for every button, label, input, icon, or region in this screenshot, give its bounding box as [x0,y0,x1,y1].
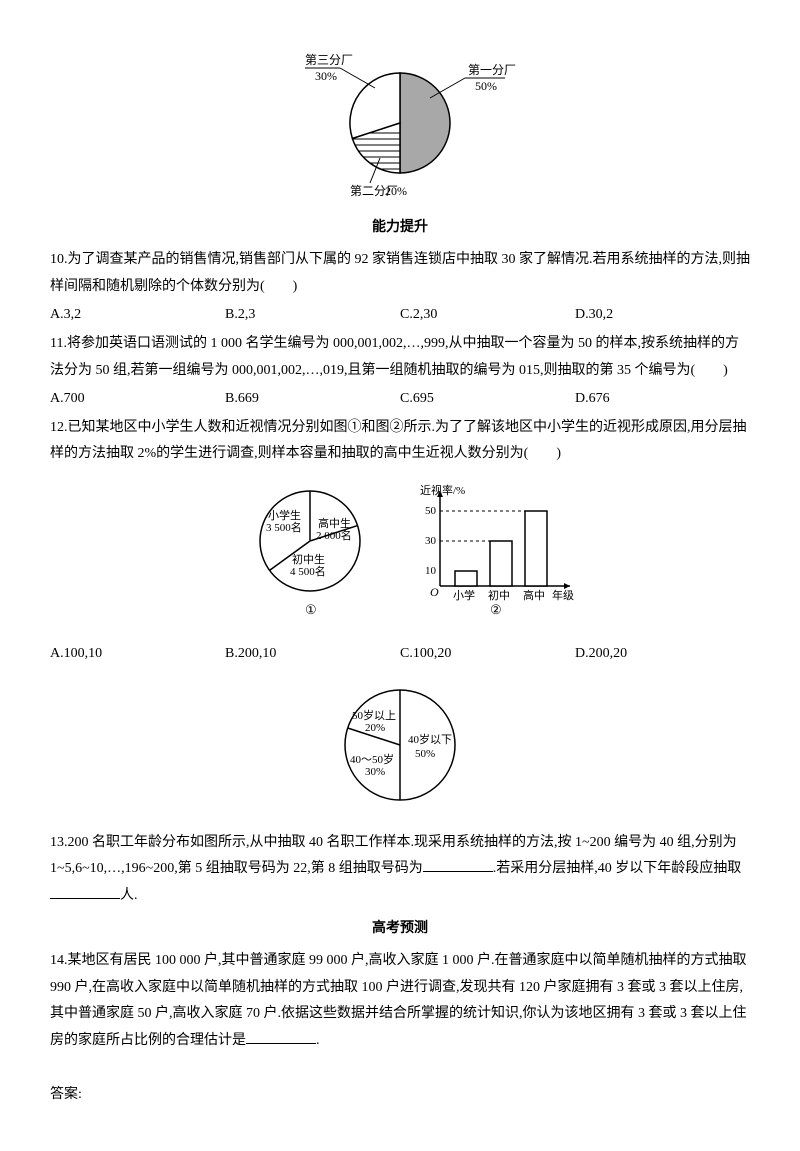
svg-text:30%: 30% [365,766,385,778]
q11-opt-a: A.700 [50,386,225,413]
section-heading-gaokao: 高考预测 [50,916,750,943]
svg-text:①: ① [305,602,317,617]
q13-blank-2 [50,884,120,899]
q14-blank [246,1029,316,1044]
q13-stem-b: .若采用分层抽样,40 岁以下年龄段应抽取 [493,861,742,876]
q13-stem-c: 人. [120,888,138,903]
q14-stem-b: . [316,1033,320,1048]
q10-opt-d: D.30,2 [575,302,750,329]
q13-stem: 13.200 名职工年龄分布如图所示,从中抽取 40 名职工作样本.现采用系统抽… [50,830,750,910]
svg-text:O: O [430,585,439,599]
pie1-label-b-pct: 50% [475,79,497,93]
svg-text:小学: 小学 [453,588,475,602]
q10-opt-c: C.2,30 [400,302,575,329]
svg-text:年级: 年级 [552,588,574,602]
pie-chart-factories: 第三分厂 30% 第一分厂 50% 第二分厂 20% [50,48,750,209]
svg-text:初中生: 初中生 [292,552,325,566]
q10-options: A.3,2 B.2,3 C.2,30 D.30,2 [50,302,750,329]
q14-stem-a: 14.某地区有居民 100 000 户,其中普通家庭 99 000 户,高收入家… [50,953,747,1048]
q12-opt-c: C.100,20 [400,641,575,668]
svg-text:50: 50 [425,505,437,517]
svg-text:50岁以上: 50岁以上 [352,708,396,722]
svg-text:40岁以下: 40岁以下 [408,732,452,746]
svg-text:高中: 高中 [523,588,545,602]
q12-stem: 12.已知某地区中小学生人数和近视情况分别如图①和图②所示.为了了解该地区中小学… [50,415,750,468]
svg-text:20%: 20% [365,722,385,734]
q10-opt-a: A.3,2 [50,302,225,329]
q11-opt-c: C.695 [400,386,575,413]
pie1-label-c-pct: 20% [385,184,407,198]
svg-text:高中生: 高中生 [318,516,351,530]
pie1-label-a-pct: 30% [315,69,337,83]
q10-stem: 10.为了调查某产品的销售情况,销售部门从下属的 92 家销售连锁店中抽取 30… [50,247,750,300]
q13-blank-1 [423,857,493,872]
q11-opt-b: B.669 [225,386,400,413]
svg-text:10: 10 [425,565,437,577]
q12-options: A.100,10 B.200,10 C.100,20 D.200,20 [50,641,750,668]
q11-options: A.700 B.669 C.695 D.676 [50,386,750,413]
q11-stem: 11.将参加英语口语测试的 1 000 名学生编号为 000,001,002,…… [50,331,750,384]
svg-text:2 000名: 2 000名 [316,528,352,542]
q12-opt-d: D.200,20 [575,641,750,668]
svg-text:40～50岁: 40～50岁 [350,752,394,766]
q12-opt-a: A.100,10 [50,641,225,668]
section-heading-ability: 能力提升 [50,215,750,242]
svg-text:初中: 初中 [488,588,510,602]
svg-text:近视率/%: 近视率/% [420,483,465,497]
svg-text:30: 30 [425,535,437,547]
pie-chart-ages: 50岁以上 20% 40岁以下 50% 40～50岁 30% [50,675,750,826]
q11-opt-d: D.676 [575,386,750,413]
q12-figures: 小学生 3 500名 高中生 2 000名 初中生 4 500名 ① 近视率/%… [50,476,750,637]
q12-opt-b: B.200,10 [225,641,400,668]
pie1-label-b: 第一分厂 [468,63,516,77]
svg-text:小学生: 小学生 [268,508,301,522]
q14-stem: 14.某地区有居民 100 000 户,其中普通家庭 99 000 户,高收入家… [50,948,750,1054]
answers-label: 答案: [50,1082,750,1109]
svg-text:②: ② [490,602,502,617]
svg-text:3 500名: 3 500名 [266,520,302,534]
q10-opt-b: B.2,3 [225,302,400,329]
pie1-label-a: 第三分厂 [305,53,353,67]
svg-text:4 500名: 4 500名 [290,564,326,578]
svg-text:50%: 50% [415,748,435,760]
